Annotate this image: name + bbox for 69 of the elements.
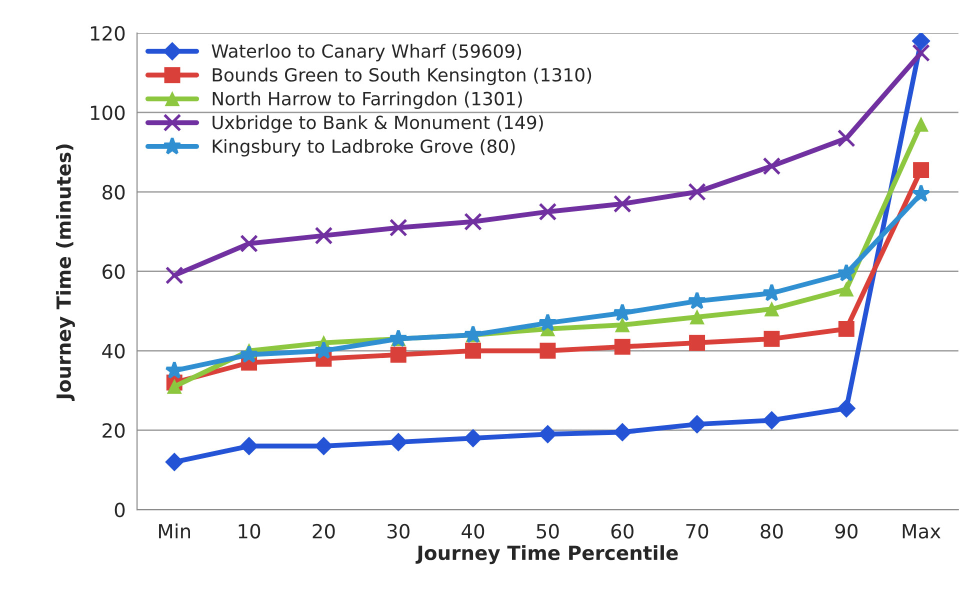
point xyxy=(240,345,258,363)
point xyxy=(688,182,706,201)
y-tick-label: 40 xyxy=(102,344,125,358)
point xyxy=(837,399,856,418)
y-tick-label: 100 xyxy=(90,105,125,120)
y-axis-title: Journey Time (minutes) xyxy=(56,144,75,401)
point xyxy=(838,320,854,337)
point xyxy=(538,202,557,221)
legend-label: Waterloo to Canary Wharf (59609) xyxy=(212,44,522,62)
point xyxy=(912,184,930,202)
point xyxy=(837,264,856,282)
point xyxy=(613,194,632,213)
x-axis-title: Journey Time Percentile xyxy=(416,545,678,564)
point xyxy=(914,117,928,132)
x-tick-label: 70 xyxy=(686,524,708,539)
point xyxy=(839,282,854,297)
y-tick-label: 0 xyxy=(114,502,125,518)
point xyxy=(689,334,706,351)
point xyxy=(762,411,781,430)
x-tick-label: 40 xyxy=(462,524,484,539)
y-tick-label: 20 xyxy=(102,423,125,438)
point xyxy=(465,342,482,359)
point xyxy=(314,341,334,359)
x-tick-label: Min xyxy=(159,524,190,538)
point xyxy=(464,212,482,231)
x-tick-label: 50 xyxy=(536,524,559,539)
point xyxy=(613,303,632,322)
y-tick-label: 80 xyxy=(102,184,125,200)
x-tick-label: 90 xyxy=(835,524,858,539)
x-tick-label: 20 xyxy=(312,524,335,539)
point xyxy=(912,44,930,62)
point xyxy=(314,226,333,245)
point xyxy=(615,318,630,332)
point xyxy=(538,313,558,332)
point xyxy=(688,415,706,434)
point xyxy=(764,302,780,316)
point xyxy=(464,428,482,448)
point xyxy=(688,291,706,310)
point xyxy=(389,432,408,452)
x-tick-label: 30 xyxy=(388,524,410,539)
point xyxy=(540,342,556,359)
point xyxy=(762,157,781,176)
point xyxy=(240,436,258,456)
point xyxy=(165,360,184,379)
legend-label: Kingsbury to Ladbroke Grove (80) xyxy=(212,139,515,157)
legend-label: Bounds Green to South Kensington (1310) xyxy=(212,68,592,86)
point xyxy=(912,33,930,50)
point xyxy=(165,266,184,284)
x-tick-label: 60 xyxy=(611,524,634,539)
point xyxy=(614,338,630,355)
point xyxy=(167,379,182,394)
point xyxy=(390,346,406,363)
legend-label: North Harrow to Farringdon (1301) xyxy=(212,91,522,109)
point xyxy=(538,425,557,444)
point xyxy=(837,129,856,148)
point xyxy=(165,452,184,472)
y-tick-label: 60 xyxy=(102,264,125,280)
x-tick-label: Max xyxy=(902,524,941,539)
point xyxy=(389,218,408,237)
point xyxy=(240,234,258,253)
legend-label: Uxbridge to Bank & Monument (149) xyxy=(212,115,543,133)
point xyxy=(690,310,704,324)
x-tick-label: 80 xyxy=(760,524,783,539)
point xyxy=(613,423,632,442)
point xyxy=(913,162,930,178)
x-tick-label: 10 xyxy=(238,524,260,539)
point xyxy=(764,330,780,347)
point xyxy=(314,436,333,456)
y-tick-label: 120 xyxy=(90,26,125,41)
